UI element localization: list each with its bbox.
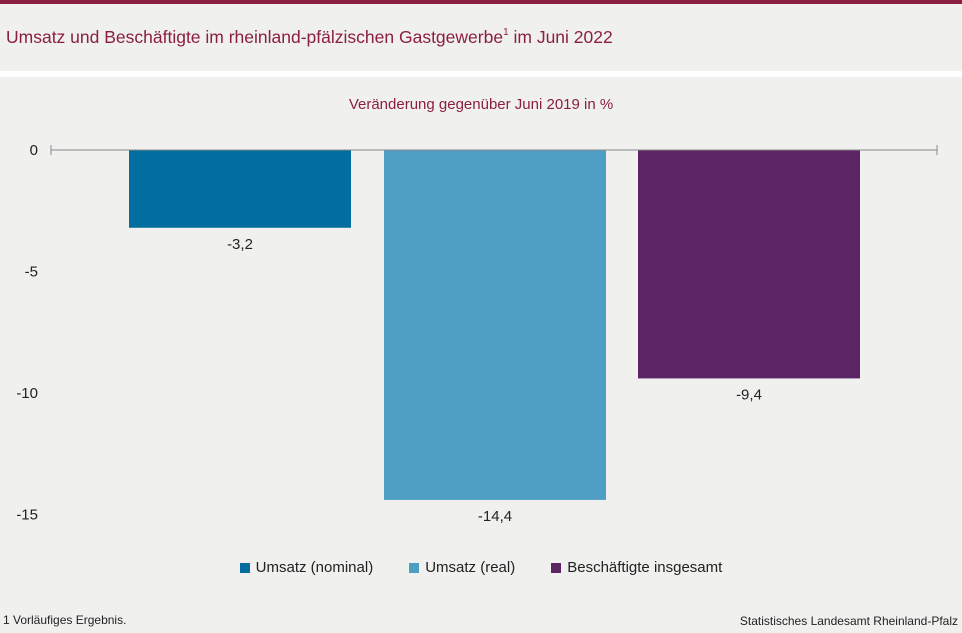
legend-swatch — [551, 562, 562, 573]
legend-item: Beschäftigte insgesamt — [551, 559, 722, 576]
data-label-2: -14,4 — [478, 508, 512, 525]
title-suffix: im Juni 2022 — [508, 27, 613, 47]
legend-item: Umsatz (real) — [409, 559, 515, 576]
legend-swatch — [409, 562, 420, 573]
title-text: Umsatz und Beschäftigte im rheinland-pfä… — [6, 27, 504, 47]
bar-2 — [384, 150, 606, 500]
y-tick-label: -10 — [16, 385, 38, 402]
legend-label: Umsatz (real) — [425, 559, 516, 576]
data-label-3: -9,4 — [736, 386, 762, 403]
chart-subtitle: Veränderung gegenüber Juni 2019 in % — [348, 96, 614, 113]
legend-item: Umsatz (nominal) — [239, 559, 374, 576]
bar-3 — [638, 150, 860, 379]
legend-swatch — [239, 562, 250, 573]
source-credit: Statistisches Landesamt Rheinland-Pfalz — [739, 614, 958, 628]
chart-legend: Umsatz (nominal) Umsatz (real) Beschäftigt… — [0, 559, 962, 576]
footnote: 1 Vorläufiges Ergebnis. — [3, 613, 127, 627]
page-title: Umsatz und Beschäftigte im rheinland-pfä… — [6, 27, 613, 48]
top-rule — [0, 0, 962, 4]
title-footnote-mark: 1 — [503, 27, 509, 39]
legend-label: Beschäftigte insgesamt — [567, 559, 723, 576]
data-label-1: -3,2 — [227, 236, 253, 253]
y-tick-label: 0 — [30, 142, 38, 159]
y-tick-label: -5 — [25, 264, 38, 281]
header-separator — [0, 71, 962, 77]
bar-1 — [129, 150, 351, 228]
legend-label: Umsatz (nominal) — [255, 559, 374, 576]
y-tick-label: -15 — [16, 507, 38, 524]
